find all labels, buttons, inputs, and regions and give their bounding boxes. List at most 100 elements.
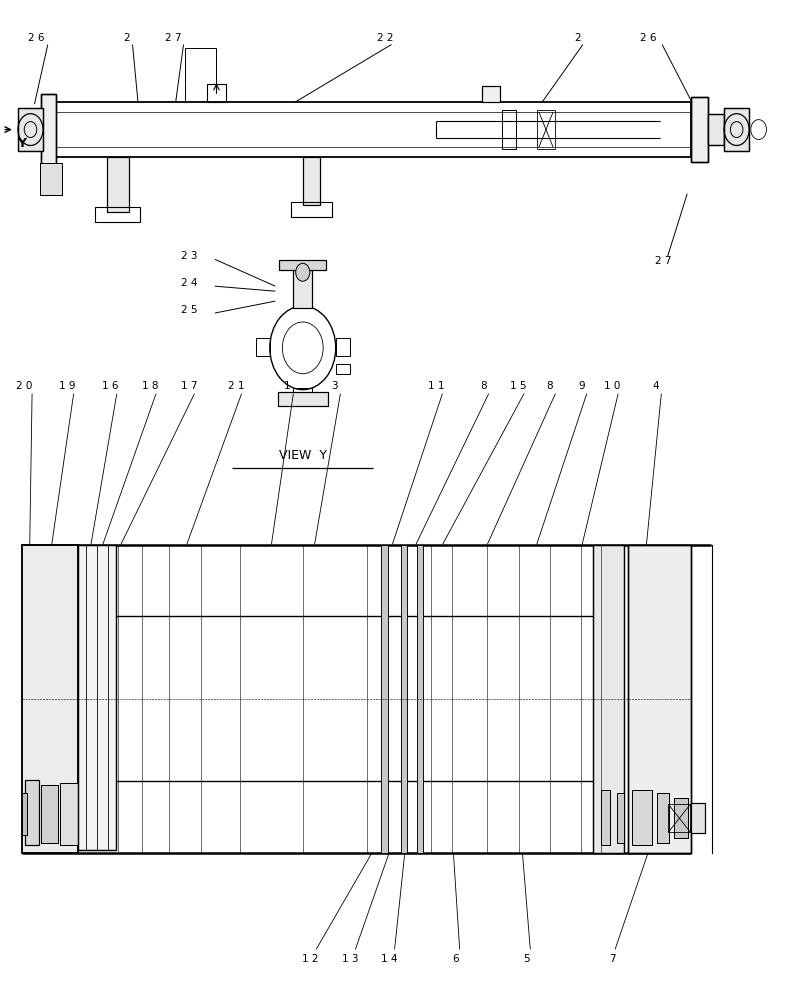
Text: 8: 8: [546, 381, 554, 391]
Bar: [107, 157, 128, 212]
Bar: [41, 94, 55, 165]
Text: 2 5: 2 5: [181, 305, 197, 315]
Text: 6: 6: [452, 954, 459, 964]
Bar: [22, 545, 78, 853]
Bar: [40, 163, 62, 195]
Bar: [59, 783, 78, 845]
Text: 2 6: 2 6: [640, 33, 657, 43]
Bar: [25, 780, 39, 845]
Text: 1 2: 1 2: [303, 954, 319, 964]
Text: Y: Y: [17, 137, 26, 150]
Bar: [381, 545, 387, 853]
Text: 7: 7: [609, 954, 616, 964]
Bar: [207, 84, 226, 102]
Bar: [291, 202, 332, 217]
Text: 2 7: 2 7: [165, 33, 181, 43]
Bar: [280, 260, 326, 270]
Bar: [278, 392, 328, 406]
Text: 1 9: 1 9: [59, 381, 76, 391]
Bar: [401, 545, 407, 853]
Bar: [601, 790, 611, 845]
Bar: [278, 392, 328, 406]
Text: 2: 2: [574, 33, 581, 43]
Text: 1 0: 1 0: [604, 381, 621, 391]
Text: 1 7: 1 7: [181, 381, 197, 391]
Bar: [724, 108, 749, 151]
Text: 3: 3: [331, 381, 337, 391]
Bar: [303, 157, 320, 205]
Bar: [22, 545, 78, 853]
Bar: [632, 790, 652, 845]
Text: 2 1: 2 1: [228, 381, 244, 391]
Text: 2 3: 2 3: [181, 251, 197, 261]
Bar: [25, 780, 39, 845]
Bar: [40, 785, 58, 843]
Text: 2 4: 2 4: [181, 278, 197, 288]
Bar: [593, 545, 624, 853]
Bar: [78, 545, 116, 850]
Text: 1 6: 1 6: [102, 381, 119, 391]
Text: 2 6: 2 6: [28, 33, 44, 43]
Bar: [256, 338, 270, 356]
Text: 1 5: 1 5: [510, 381, 527, 391]
Bar: [95, 207, 140, 222]
Bar: [336, 338, 350, 356]
Bar: [482, 86, 501, 102]
Bar: [657, 793, 669, 843]
Bar: [691, 97, 708, 162]
Bar: [628, 545, 691, 853]
Bar: [708, 114, 724, 145]
Bar: [303, 157, 320, 205]
Bar: [417, 545, 423, 853]
Text: 2 2: 2 2: [377, 33, 394, 43]
Bar: [691, 803, 705, 833]
Bar: [668, 804, 691, 832]
Bar: [78, 545, 116, 850]
Bar: [381, 545, 387, 853]
Bar: [601, 790, 611, 845]
Bar: [657, 793, 669, 843]
Circle shape: [295, 263, 310, 281]
Text: 2: 2: [123, 33, 130, 43]
Text: 2 0: 2 0: [16, 381, 32, 391]
Bar: [293, 270, 312, 308]
Bar: [22, 793, 27, 835]
Bar: [107, 157, 128, 212]
Bar: [617, 793, 624, 843]
Bar: [40, 163, 62, 195]
Bar: [41, 94, 55, 165]
Text: 9: 9: [578, 381, 584, 391]
Bar: [417, 545, 423, 853]
Bar: [40, 785, 58, 843]
Bar: [18, 108, 43, 151]
Bar: [59, 783, 78, 845]
Bar: [482, 86, 501, 102]
Bar: [537, 110, 555, 149]
Bar: [708, 114, 724, 145]
Bar: [674, 798, 688, 838]
Bar: [18, 108, 43, 151]
Text: 4: 4: [653, 381, 659, 391]
Bar: [632, 790, 652, 845]
Text: 1 8: 1 8: [142, 381, 158, 391]
Text: 5: 5: [523, 954, 530, 964]
Bar: [502, 110, 516, 149]
Text: VIEW  Y: VIEW Y: [279, 449, 327, 462]
Bar: [691, 803, 705, 833]
Bar: [674, 798, 688, 838]
Bar: [628, 545, 691, 853]
Bar: [691, 97, 708, 162]
Bar: [336, 364, 350, 374]
Text: 1 4: 1 4: [381, 954, 398, 964]
Bar: [724, 108, 749, 151]
Text: 1 1: 1 1: [428, 381, 444, 391]
Bar: [22, 793, 27, 835]
Bar: [593, 545, 624, 853]
Text: 8: 8: [480, 381, 486, 391]
Text: 1 3: 1 3: [341, 954, 358, 964]
Bar: [293, 270, 312, 308]
Bar: [401, 545, 407, 853]
Bar: [55, 102, 691, 157]
Bar: [280, 260, 326, 270]
Bar: [293, 388, 312, 394]
